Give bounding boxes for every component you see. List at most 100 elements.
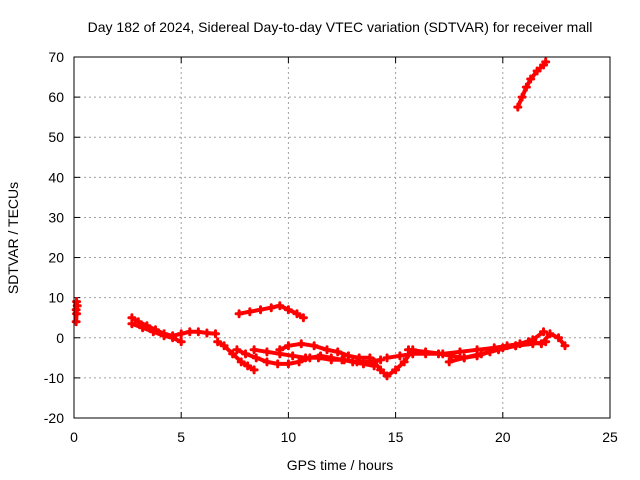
x-tick-label: 20 [495, 429, 511, 445]
data-point [517, 92, 527, 102]
y-tick-label: 0 [56, 330, 64, 346]
data-point [275, 301, 285, 311]
data-point [554, 333, 564, 343]
y-tick-label: -20 [44, 410, 64, 426]
data-point [513, 102, 523, 112]
y-axis-label: SDTVAR / TECUs [5, 182, 21, 294]
y-tick-label: -10 [44, 370, 64, 386]
data-point [421, 347, 431, 357]
data-point [438, 349, 448, 359]
data-point [294, 357, 304, 367]
data-point [72, 297, 82, 307]
data-point [159, 331, 169, 341]
data-point [511, 341, 521, 351]
data-point [532, 66, 542, 76]
data-point [245, 307, 255, 317]
data-point [444, 357, 454, 367]
series-arc-7 [275, 339, 375, 363]
data-point [176, 337, 186, 347]
data-point [298, 313, 308, 323]
data-point [545, 329, 555, 339]
y-tick-label: 20 [48, 250, 64, 266]
data-point [326, 355, 336, 365]
data-point [292, 309, 302, 319]
data-point [403, 345, 413, 355]
data-point [256, 305, 266, 315]
data-point [343, 351, 353, 361]
series-arc-3 [127, 319, 186, 347]
y-tick-label: 10 [48, 290, 64, 306]
data-point [541, 57, 551, 67]
data-point [168, 333, 178, 343]
y-tick-label: 70 [48, 49, 64, 65]
data-point [365, 353, 375, 363]
x-tick-label: 0 [70, 429, 78, 445]
data-point [176, 329, 186, 339]
data-point [399, 357, 409, 367]
data-point [333, 347, 343, 357]
data-point [266, 303, 276, 313]
data-point [283, 305, 293, 315]
data-point [313, 353, 323, 363]
data-point [296, 339, 306, 349]
data-point [526, 74, 536, 84]
chart-title: Day 182 of 2024, Sidereal Day-to-day VTE… [88, 19, 593, 35]
data-point [395, 351, 405, 361]
data-point [301, 353, 311, 363]
data-point [232, 345, 242, 355]
data-point [249, 345, 259, 355]
x-tick-label: 5 [177, 429, 185, 445]
data-point [560, 341, 570, 351]
data-point [382, 353, 392, 363]
axis-ticks: -20 -10 0 10 20 30 40 50 60 70 0 5 10 15 20 25 [44, 49, 618, 445]
data-point [202, 328, 212, 338]
series-arc-8 [234, 301, 308, 323]
plot-frame [73, 56, 611, 419]
data-point [283, 359, 293, 369]
x-axis-label: GPS time / hours [287, 457, 394, 473]
x-tick-label: 25 [602, 429, 618, 445]
data-point [472, 345, 482, 355]
data-point [369, 357, 379, 367]
data-point [322, 345, 332, 355]
data-point [262, 347, 272, 357]
y-tick-label: 50 [48, 129, 64, 145]
data-point [273, 359, 283, 369]
data-point [288, 351, 298, 361]
data-point [133, 317, 143, 327]
data-point [494, 345, 504, 355]
data-point [354, 353, 364, 363]
data-point [283, 341, 293, 351]
data-point [536, 339, 546, 349]
data-point [459, 353, 469, 363]
data-point [524, 337, 534, 347]
data-point [127, 319, 137, 329]
data-point [193, 327, 203, 337]
data-point [138, 323, 148, 333]
x-tick-label: 15 [388, 429, 404, 445]
data-point [228, 349, 238, 359]
data-point [251, 353, 261, 363]
y-tick-label: 60 [48, 89, 64, 105]
x-tick-label: 10 [281, 429, 297, 445]
data-point [185, 327, 195, 337]
series-arc-1 [71, 297, 82, 327]
data-point [455, 347, 465, 357]
data-point [148, 327, 158, 337]
y-tick-label: 40 [48, 169, 64, 185]
y-tick-label: 30 [48, 209, 64, 225]
data-point [521, 82, 531, 92]
data-point [376, 355, 386, 365]
data-point [211, 329, 221, 339]
data-point [275, 345, 285, 355]
data-point [243, 361, 253, 371]
data-point [241, 349, 251, 359]
data-point [391, 365, 401, 375]
data-point [382, 371, 392, 381]
data-point [376, 365, 386, 375]
data-point [249, 365, 259, 375]
data-series [71, 57, 570, 381]
data-point [476, 349, 486, 359]
data-point [213, 337, 223, 347]
